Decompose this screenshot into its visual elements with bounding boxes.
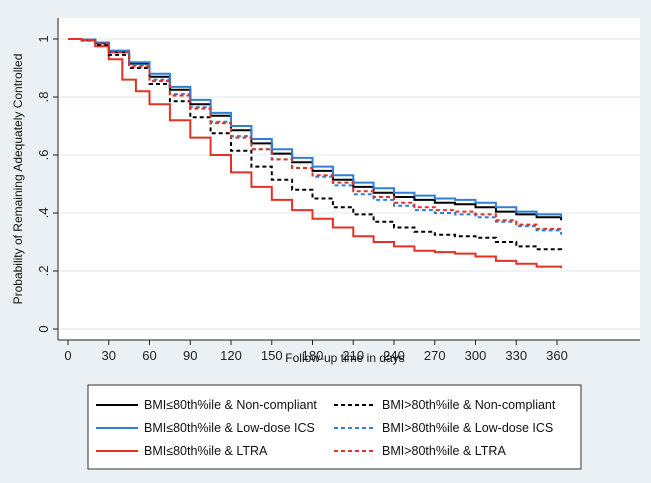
y-tick-label: 0 — [36, 325, 51, 332]
x-tick-label: 360 — [546, 348, 568, 363]
series-line-4 — [68, 38, 563, 252]
y-tick-label: .2 — [36, 266, 51, 277]
grid-lines — [58, 38, 640, 330]
x-tick-label: 300 — [465, 348, 487, 363]
legend-label: BMI>80th%ile & Low-dose ICS — [382, 421, 553, 435]
series-line-6 — [68, 38, 563, 232]
x-tick-label: 330 — [505, 348, 527, 363]
x-tick-label: 270 — [424, 348, 446, 363]
y-axis-title: Probability of Remaining Adequately Cont… — [11, 54, 25, 305]
y-tick-label: .6 — [36, 150, 51, 161]
x-tick-label: 120 — [220, 348, 242, 363]
series-lines — [68, 38, 563, 269]
y-tick-label: 1 — [36, 35, 51, 42]
legend-label: BMI≤80th%ile & Non-compliant — [144, 398, 317, 412]
y-tick-label: .8 — [36, 92, 51, 103]
x-tick-label: 240 — [383, 348, 405, 363]
series-line-2 — [68, 38, 563, 218]
series-line-3 — [68, 38, 563, 269]
x-tick-label: 0 — [64, 348, 71, 363]
legend-label: BMI≤80th%ile & Low-dose ICS — [144, 421, 315, 435]
legend-label: BMI>80th%ile & LTRA — [382, 444, 506, 458]
y-tick-label: .4 — [36, 208, 51, 219]
legend-label: BMI>80th%ile & Non-compliant — [382, 398, 556, 412]
x-tick-label: 60 — [142, 348, 156, 363]
x-tick-label: 150 — [261, 348, 283, 363]
axis-ticks: 0 .2 .4 .6 .8 1 0 30 60 90 120 150 180 210 240 270 300 33… — [36, 35, 568, 363]
legend: BMI≤80th%ile & Non-compliant BMI≤80th%ile… — [96, 398, 556, 458]
x-tick-label: 30 — [102, 348, 116, 363]
legend-label: BMI≤80th%ile & LTRA — [144, 444, 268, 458]
x-tick-label: 210 — [342, 348, 364, 363]
x-axis-title: Follow-up time in days — [285, 351, 404, 365]
x-tick-label: 180 — [302, 348, 324, 363]
x-tick-label: 90 — [183, 348, 197, 363]
